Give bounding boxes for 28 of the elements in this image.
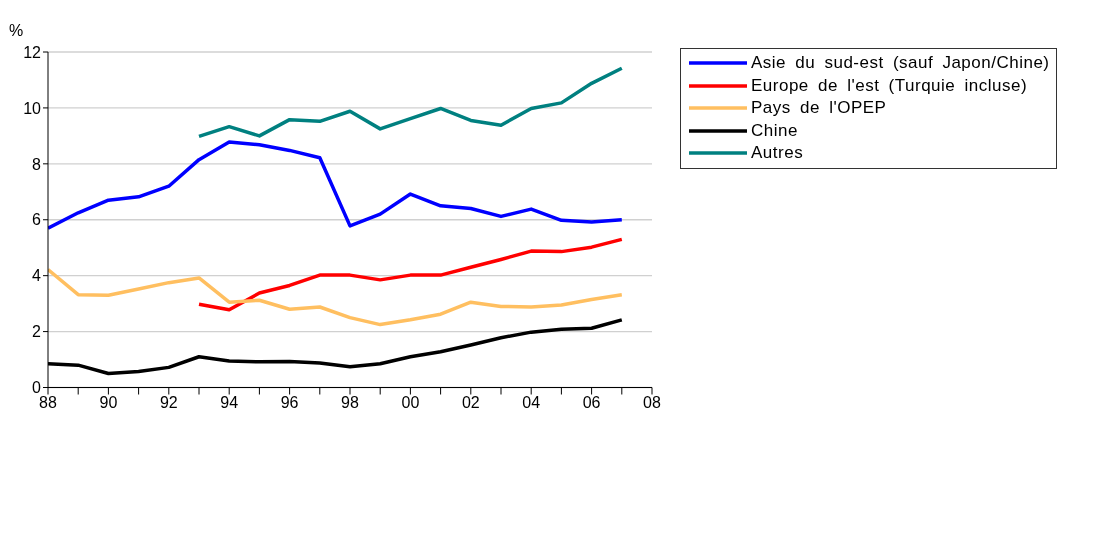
y-tick-label: 4 — [32, 267, 42, 285]
y-tick-label: 0 — [32, 379, 42, 397]
x-tick-label: 94 — [220, 393, 239, 411]
y-tick-label: 12 — [23, 43, 42, 61]
x-tick-label: 00 — [401, 393, 420, 411]
x-tick-label: 92 — [159, 393, 178, 411]
x-tick-label: 02 — [461, 393, 480, 411]
legend-label: Europe de l'est (Turquie incluse) — [751, 74, 1028, 97]
legend-label: Autres — [751, 142, 804, 164]
line-series — [197, 66, 624, 139]
legend-label: Asie du sud-est (sauf Japon/Chine) — [751, 52, 1050, 74]
x-tick-label: 06 — [582, 393, 601, 411]
y-tick-label: 6 — [32, 211, 42, 229]
y-tick-label: 2 — [32, 323, 42, 341]
x-tick-label: 88 — [39, 393, 57, 411]
x-tick-label: 96 — [280, 393, 299, 411]
line-series — [48, 140, 624, 230]
x-tick-label: 90 — [99, 393, 118, 411]
x-tick-label: 04 — [522, 393, 541, 411]
x-tick-label: 08 — [643, 393, 661, 411]
legend-label: Chine — [751, 119, 798, 142]
y-tick-label: 8 — [32, 155, 42, 173]
line-series — [197, 237, 624, 312]
x-tick-label: 98 — [341, 393, 359, 411]
line-series — [48, 267, 624, 327]
y-tick-label: 10 — [23, 99, 42, 117]
legend-label: Pays de l'OPEP — [751, 97, 887, 119]
y-axis-title: % — [8, 22, 24, 39]
